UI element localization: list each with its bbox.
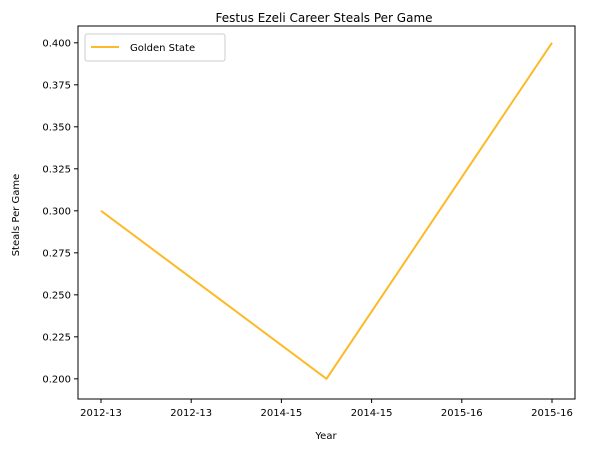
x-tick-label: 2015-16 — [531, 408, 573, 419]
plot-area — [78, 26, 575, 399]
y-tick-label: 0.325 — [42, 164, 71, 175]
x-tick-label: 2014-15 — [351, 408, 393, 419]
y-tick-label: 0.200 — [42, 374, 71, 385]
x-tick-label: 2012-13 — [170, 408, 212, 419]
legend: Golden State — [84, 33, 226, 62]
y-tick-label: 0.400 — [42, 38, 71, 49]
y-tick-label: 0.350 — [42, 122, 71, 133]
x-axis-ticks: 2012-13 2012-13 2014-15 2014-15 2015-16 2015-… — [80, 399, 573, 419]
plot-frame — [77, 25, 576, 400]
series-layer — [100, 42, 553, 380]
y-axis-ticks: 0.200 0.225 0.250 0.275 0.300 0.325 0.350 0.375… — [42, 38, 78, 385]
y-axis-label: Steals Per Game — [11, 174, 22, 257]
x-tick-label: 2015-16 — [441, 408, 483, 419]
x-axis-label: Year — [314, 431, 337, 442]
y-tick-label: 0.375 — [42, 80, 71, 91]
legend-label-golden-state: Golden State — [130, 43, 195, 54]
y-tick-label: 0.300 — [42, 206, 71, 217]
x-tick-label: 2012-13 — [80, 408, 122, 419]
legend-box — [84, 33, 226, 62]
y-tick-label: 0.275 — [42, 248, 71, 259]
chart-title: Festus Ezeli Career Steals Per Game — [215, 11, 432, 25]
y-tick-label: 0.250 — [42, 290, 71, 301]
x-tick-label: 2014-15 — [261, 408, 303, 419]
y-tick-label: 0.225 — [42, 332, 71, 343]
